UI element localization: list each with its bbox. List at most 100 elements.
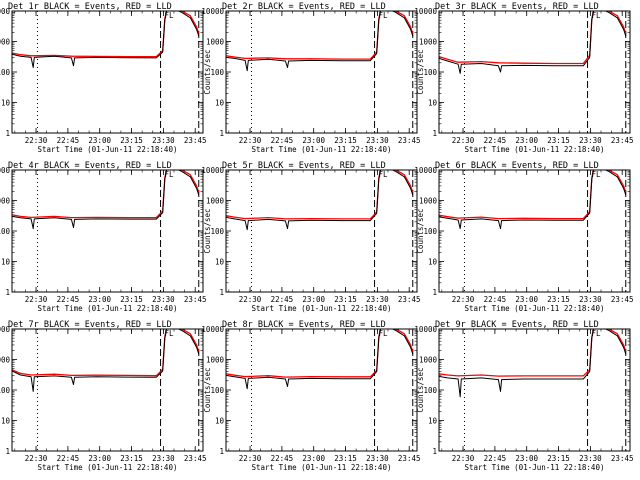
x-tick-label: 23:00 [88,295,111,304]
x-tick-label: 23:15 [334,295,357,304]
event-label: FL [379,11,389,20]
series-line-events [226,170,414,231]
y-tick-label: 1000 [206,38,225,47]
series-group [439,329,627,398]
y-tick-label: 10000 [201,7,224,16]
x-tick-label: 23:00 [88,136,111,145]
panel-9: Det 9r BLACK = Events, RED = LLD 1 10 100 10… [414,320,633,472]
y-tick-label: 10 [428,417,438,426]
y-tick-label: 1 [5,288,10,297]
x-tick-label: 22:45 [57,454,80,463]
series-group [226,11,414,72]
event-label: FL [592,329,602,338]
x-tick-label: 22:30 [239,136,262,145]
panel-1: Det 1r BLACK = Events, RED = LLD 1 10 100 10… [0,2,207,154]
x-tick-label: 22:45 [57,295,80,304]
y-tick-label: 1 [219,129,224,138]
series-group [12,11,200,68]
y-tick-label: 1000 [0,38,10,47]
x-tick-label: 23:15 [334,454,357,463]
x-axis-label: Start Time (01-Jun-11 22:18:40) [465,463,605,472]
y-tick-label: 100 [210,227,224,236]
panel-4: Det 4r BLACK = Events, RED = LLD 1 10 100 10… [0,161,207,313]
x-tick-label: 23:00 [515,295,538,304]
event-label: FL [592,11,602,20]
x-tick-label: 23:45 [611,454,634,463]
y-tick-label: 1000 [0,356,10,365]
series-line-lld [12,170,200,219]
y-tick-label: 1 [219,447,224,456]
series-line-events [439,170,627,230]
plot-frame [438,10,631,134]
plot-frame [225,169,418,293]
x-tick-label: 23:00 [515,136,538,145]
y-axis-label: Counts/sec [203,49,212,94]
event-label: FL [165,11,175,20]
y-tick-label: 100 [423,68,437,77]
x-tick-label: 22:30 [452,136,475,145]
event-label: FL [379,329,389,338]
panel-title: Det 8r BLACK = Events, RED = LLD [222,320,386,330]
x-tick-label: 23:15 [120,136,143,145]
x-tick-label: 22:30 [25,136,48,145]
series-line-lld [439,329,627,377]
x-tick-label: 23:15 [334,136,357,145]
series-line-lld [226,329,414,378]
y-axis-label: Counts/sec [416,208,425,253]
y-tick-label: 10 [1,417,11,426]
y-tick-label: 10 [215,99,225,108]
y-tick-label: 10000 [414,166,437,175]
y-axis-label: Counts/sec [416,367,425,412]
x-tick-label: 23:30 [579,295,602,304]
x-tick-label: 23:00 [515,454,538,463]
y-axis-label: Counts/sec [416,49,425,94]
plot-frame [11,328,204,452]
series-line-events [439,11,627,74]
y-tick-label: 10 [1,99,11,108]
y-tick-label: 100 [210,386,224,395]
panel-title: Det 1r BLACK = Events, RED = LLD [8,2,172,12]
series-line-lld [12,11,200,58]
y-tick-label: 1 [5,129,10,138]
x-tick-label: 23:30 [366,136,389,145]
y-tick-label: 1 [432,447,437,456]
x-tick-label: 23:45 [398,295,421,304]
x-tick-label: 23:15 [547,454,570,463]
panel-8: Det 8r BLACK = Events, RED = LLD 1 10 100 10… [201,320,420,472]
x-tick-label: 23:45 [398,136,421,145]
series-line-lld [12,329,200,377]
y-tick-label: 100 [0,227,10,236]
x-tick-label: 22:45 [484,136,507,145]
series-line-events [12,329,200,392]
series-group [439,170,627,230]
event-label: FL [165,170,175,179]
x-tick-label: 23:45 [184,295,207,304]
series-line-lld [439,170,627,220]
x-tick-label: 23:15 [120,454,143,463]
y-tick-label: 1 [219,288,224,297]
x-tick-label: 23:00 [88,454,111,463]
x-axis-label: Start Time (01-Jun-11 22:18:40) [252,145,392,154]
y-tick-label: 100 [0,386,10,395]
y-tick-label: 1000 [419,356,438,365]
y-tick-label: 10 [428,99,438,108]
x-tick-label: 22:45 [484,454,507,463]
y-tick-label: 10 [428,258,438,267]
panel-title: Det 9r BLACK = Events, RED = LLD [435,320,599,330]
x-tick-label: 23:00 [302,295,325,304]
event-label: FL [165,329,175,338]
series-line-lld [439,11,627,65]
series-line-events [226,11,414,72]
series-line-lld [226,170,414,220]
panel-title: Det 5r BLACK = Events, RED = LLD [222,161,386,171]
y-tick-label: 10 [215,258,225,267]
x-tick-label: 23:30 [579,454,602,463]
x-tick-label: 23:45 [398,454,421,463]
panel-6: Det 6r BLACK = Events, RED = LLD 1 10 100 10… [414,161,633,313]
series-group [226,329,414,390]
x-tick-label: 22:45 [271,454,294,463]
x-tick-label: 22:30 [25,295,48,304]
x-tick-label: 22:30 [25,454,48,463]
x-axis-label: Start Time (01-Jun-11 22:18:40) [465,304,605,313]
